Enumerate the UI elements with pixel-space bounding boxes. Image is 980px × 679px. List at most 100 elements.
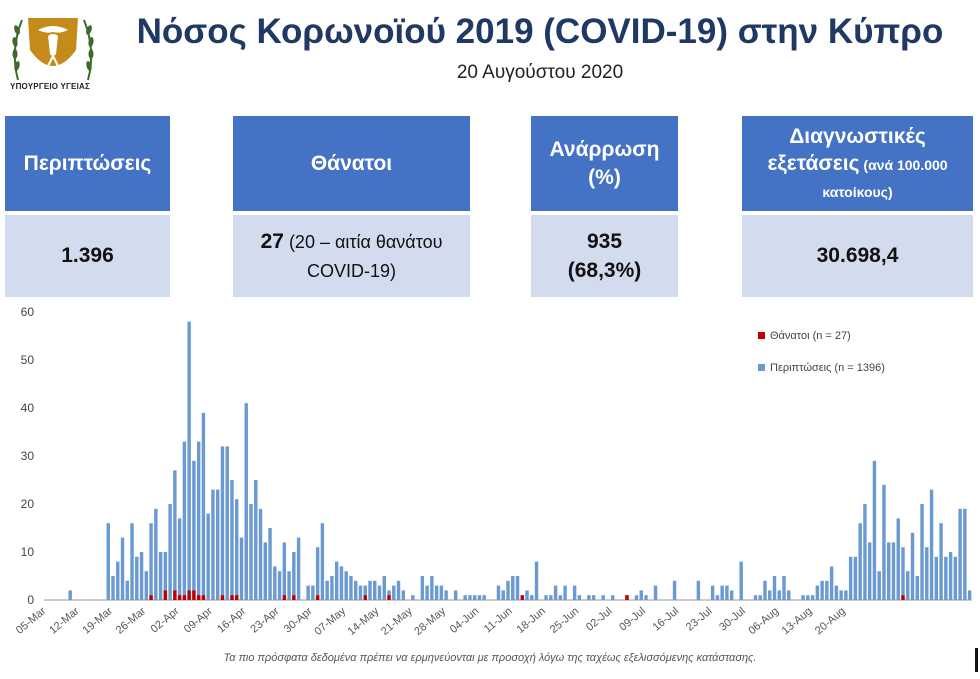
cases-bar <box>258 508 263 600</box>
cases-bar <box>296 537 301 600</box>
cases-bar <box>392 585 396 600</box>
cases-bar <box>106 523 110 600</box>
x-tick-label: 26-Mar <box>114 605 149 637</box>
kpi-tests-label-2: εξετάσεις <box>767 151 860 175</box>
x-tick-label: 13-Aug <box>780 605 815 637</box>
cases-bar <box>158 552 163 600</box>
kpi-recovery-label-2: (%) <box>588 165 621 189</box>
cases-bar <box>225 446 229 600</box>
cases-bar <box>725 585 729 600</box>
kpi-cases-value: 1.396 <box>61 244 114 268</box>
cases-bar <box>163 552 168 600</box>
cases-bar <box>206 513 210 600</box>
cases-bar <box>411 595 415 600</box>
cases-bar <box>334 561 339 600</box>
cases-bar <box>768 590 772 600</box>
cases-bar <box>196 441 201 600</box>
deaths-bar <box>292 595 296 600</box>
cases-bar <box>825 580 829 600</box>
cases-bar <box>958 508 962 600</box>
cases-bar <box>720 585 724 600</box>
cases-bar <box>211 489 215 600</box>
cases-bar <box>801 595 805 600</box>
cases-bar <box>549 595 553 600</box>
y-tick-label: 60 <box>21 305 35 319</box>
cases-bar <box>439 585 444 600</box>
cases-bar <box>763 580 767 600</box>
y-tick-label: 40 <box>21 401 35 415</box>
cases-bar <box>173 470 177 600</box>
cases-bar <box>396 580 401 600</box>
cases-bar <box>182 441 187 600</box>
cases-bar <box>525 590 529 600</box>
x-tick-label: 04-Jun <box>448 605 481 636</box>
cases-bar <box>591 595 596 600</box>
cases-bar <box>249 504 253 600</box>
cases-bar <box>135 556 139 600</box>
x-tick-label: 02-Apr <box>149 605 182 636</box>
cases-bar <box>644 595 648 600</box>
cases-bar <box>254 480 258 600</box>
cases-bar <box>154 508 158 600</box>
cases-bar <box>277 571 282 600</box>
kpi-tests-value-box: 30.698,4 <box>742 215 973 297</box>
cases-bar <box>787 590 791 600</box>
legend-swatch <box>758 332 765 339</box>
x-tick-label: 30-Apr <box>282 605 315 636</box>
cases-bar <box>858 523 862 600</box>
cases-bar <box>553 585 558 600</box>
deaths-bar <box>182 595 187 600</box>
cases-bar <box>320 523 325 600</box>
x-tick-label: 16-Jul <box>651 605 682 633</box>
cases-bar <box>144 571 149 600</box>
cases-bar <box>891 542 896 600</box>
kpi-tests-label-box: Διαγνωστικές εξετάσεις (ανά 100.000 κατο… <box>742 116 973 211</box>
kpi-tests-value: 30.698,4 <box>816 244 899 268</box>
cases-bar <box>715 595 720 600</box>
cases-bar <box>496 585 501 600</box>
kpi-deaths-label: Θάνατοι <box>233 116 470 211</box>
cases-bar <box>363 585 367 600</box>
cases-bar <box>220 446 225 600</box>
cases-bar <box>758 595 762 600</box>
x-tick-label: 11-Jun <box>482 605 515 635</box>
kpi-deaths: Θάνατοι 27 (20 – αιτία θανάτου COVID-19) <box>233 116 470 297</box>
deaths-bar <box>315 595 320 600</box>
x-tick-label: 14-May <box>346 605 382 638</box>
cases-bar <box>425 585 429 600</box>
cases-bar <box>901 547 905 600</box>
cases-bar <box>130 523 134 600</box>
cases-bar <box>244 403 248 600</box>
cases-bar <box>882 484 886 600</box>
cases-bar <box>377 585 382 600</box>
x-tick-label: 16-Apr <box>215 605 248 636</box>
x-tick-label: 12-Mar <box>47 605 82 637</box>
deaths-bar <box>177 595 182 600</box>
x-tick-label: 05-Mar <box>14 605 49 637</box>
y-tick-label: 30 <box>21 449 35 463</box>
kpi-tests-label-1: Διαγνωστικές <box>789 124 926 148</box>
cases-bar <box>948 552 953 600</box>
kpi-deaths-detail-1: (20 – αιτία θανάτου <box>283 231 443 252</box>
kpi-tests-label-small: (ανά 100.000 <box>859 156 948 173</box>
cases-bar <box>639 590 643 600</box>
cases-bar <box>887 542 891 600</box>
cases-bar <box>610 595 615 600</box>
deaths-bar <box>235 595 239 600</box>
cases-bar <box>915 576 919 600</box>
deaths-bar <box>173 590 177 600</box>
x-tick-label: 28-May <box>412 605 448 638</box>
deaths-bar <box>901 595 905 600</box>
deaths-bar <box>163 590 168 600</box>
cases-bar <box>806 595 810 600</box>
legend-label: Περιπτώσεις (n = 1396) <box>770 362 885 374</box>
cases-bar <box>168 504 172 600</box>
cases-bar <box>444 590 448 600</box>
x-tick-label: 19-Mar <box>81 605 116 637</box>
x-tick-label: 02-Jul <box>584 605 615 633</box>
cases-bar <box>506 580 510 600</box>
x-tick-label: 21-May <box>379 605 415 638</box>
x-tick-label: 30-Jul <box>717 605 748 633</box>
kpi-tests-label-3: κατοίκους) <box>822 184 893 201</box>
